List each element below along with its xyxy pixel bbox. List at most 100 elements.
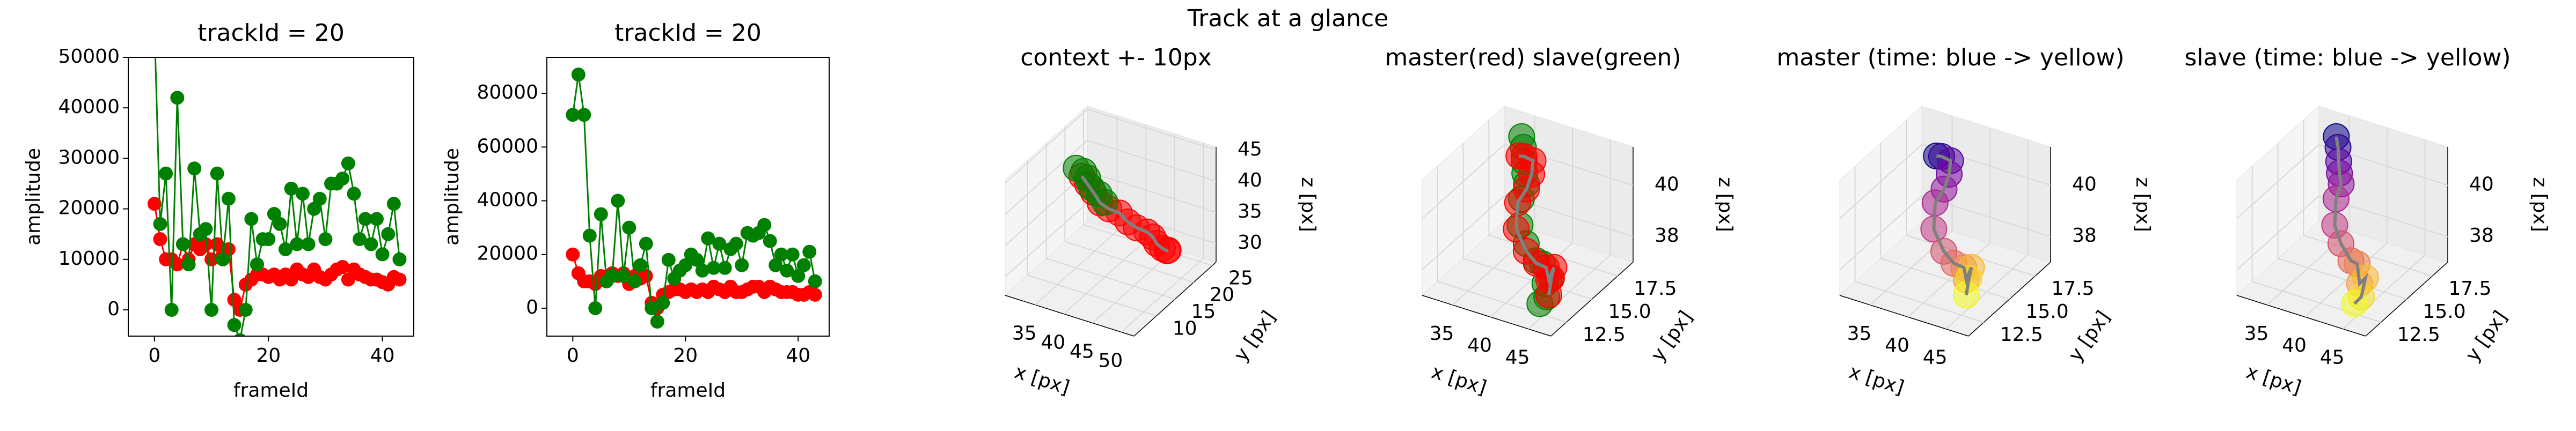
- data-point: [802, 244, 817, 259]
- data-point: [170, 91, 185, 105]
- data-point: [147, 197, 162, 211]
- data-point: [204, 303, 219, 317]
- y-tick-label: 0: [526, 296, 538, 318]
- axis-line: [2236, 295, 2366, 337]
- x-axis-label: x [px]: [1012, 361, 1072, 399]
- data-point: [808, 287, 822, 302]
- data-point: [312, 191, 327, 206]
- y-tick-label: 80000: [477, 81, 538, 103]
- y-tick-label: 25: [1228, 267, 1253, 289]
- y-tick-label: 15.0: [2423, 301, 2466, 323]
- data-point: [364, 237, 378, 251]
- chart-title: master (time: blue -> yellow): [1777, 44, 2125, 71]
- plot-area: [566, 68, 822, 329]
- y-tick-label: 10: [1173, 317, 1197, 339]
- data-point: [769, 258, 783, 272]
- x-tick-label: 35: [2244, 323, 2269, 345]
- data-point: [153, 232, 167, 247]
- y-tick-label: 15: [1191, 301, 1216, 323]
- data-point: [774, 247, 788, 262]
- x-tick-label: 20: [673, 345, 698, 367]
- grid-line: [2236, 195, 2319, 270]
- trajectory-line: [1080, 175, 1169, 253]
- data-point: [148, 20, 162, 34]
- data-point: [627, 274, 642, 288]
- grid-line: [1839, 144, 1922, 219]
- y-tick-label: 30000: [58, 146, 120, 168]
- x-tick-label: 45: [1923, 347, 1948, 369]
- data-point: [605, 269, 619, 283]
- series-line: [154, 57, 400, 336]
- trajectory-line: [1514, 154, 1556, 295]
- data-point: [588, 301, 603, 315]
- y-axis-label: y [px]: [2064, 307, 2114, 366]
- data-point: [227, 318, 241, 332]
- data-point: [375, 247, 390, 262]
- x-tick-label: 40: [786, 345, 810, 367]
- y-tick-label: 40000: [58, 96, 120, 118]
- chart-title: slave (time: blue -> yellow): [2184, 44, 2511, 71]
- axes-frame: [546, 57, 830, 337]
- axis-line: [1005, 295, 1135, 337]
- data-point: [796, 258, 811, 272]
- data-point: [639, 236, 653, 251]
- data-point: [335, 259, 350, 274]
- grid-line: [2236, 144, 2319, 219]
- x-tick-label: 35: [1012, 323, 1037, 345]
- grid-line: [1422, 144, 1505, 219]
- data-point: [267, 207, 281, 221]
- data-point: [616, 269, 631, 283]
- data-point: [661, 252, 676, 267]
- x-tick-label: 40: [1885, 335, 1909, 356]
- x-tick-label: 40: [370, 345, 395, 367]
- grid-line: [1087, 139, 1217, 182]
- data-point: [808, 274, 822, 288]
- data-point: [718, 261, 732, 275]
- data-point: [295, 187, 310, 201]
- data-point: [170, 257, 185, 272]
- x-tick-label: 20: [256, 345, 281, 367]
- data-point: [645, 301, 659, 315]
- grid-line: [1463, 258, 1592, 300]
- data-point: [706, 261, 721, 275]
- y-axis-label: amplitude: [23, 148, 45, 246]
- data-point: [284, 272, 298, 287]
- grid-line: [1880, 258, 2010, 300]
- grid-line: [1046, 258, 1175, 300]
- x-tick-label: 40: [1041, 332, 1065, 354]
- z-tick-label: 40: [1655, 174, 1679, 196]
- y-tick-label: 12.5: [1583, 324, 1626, 346]
- axes-frame: [128, 57, 414, 337]
- y-tick-label: 17.5: [2448, 278, 2491, 300]
- data-point: [582, 228, 597, 243]
- data-point: [221, 242, 236, 256]
- data-point: [690, 252, 704, 267]
- data-point: [153, 217, 167, 231]
- data-point: [392, 272, 407, 287]
- data-point: [187, 161, 202, 176]
- data-point: [695, 263, 709, 278]
- grid-line: [1087, 108, 1217, 151]
- z-axis-label: z [px]: [2132, 177, 2154, 232]
- data-point: [577, 108, 591, 122]
- axis-line: [1422, 295, 1552, 337]
- data-point: [250, 257, 264, 272]
- grid-line: [1027, 274, 1157, 317]
- grid-line: [1855, 281, 1984, 323]
- grid-line: [1422, 195, 1505, 270]
- y-tick-label: 60000: [477, 135, 538, 157]
- data-point: [358, 212, 372, 226]
- x-axis-label: frameId: [233, 380, 309, 402]
- data-point: [656, 295, 670, 310]
- plot-area: [147, 20, 407, 336]
- data-point: [650, 314, 664, 329]
- data-point: [571, 68, 586, 82]
- x-tick-label: 45: [2320, 347, 2345, 369]
- data-point: [611, 194, 625, 208]
- x-tick-label: 45: [1070, 341, 1094, 363]
- data-point: [566, 108, 580, 122]
- x-axis-label: x [px]: [2243, 361, 2304, 399]
- data-point: [757, 218, 772, 232]
- data-point: [712, 236, 727, 251]
